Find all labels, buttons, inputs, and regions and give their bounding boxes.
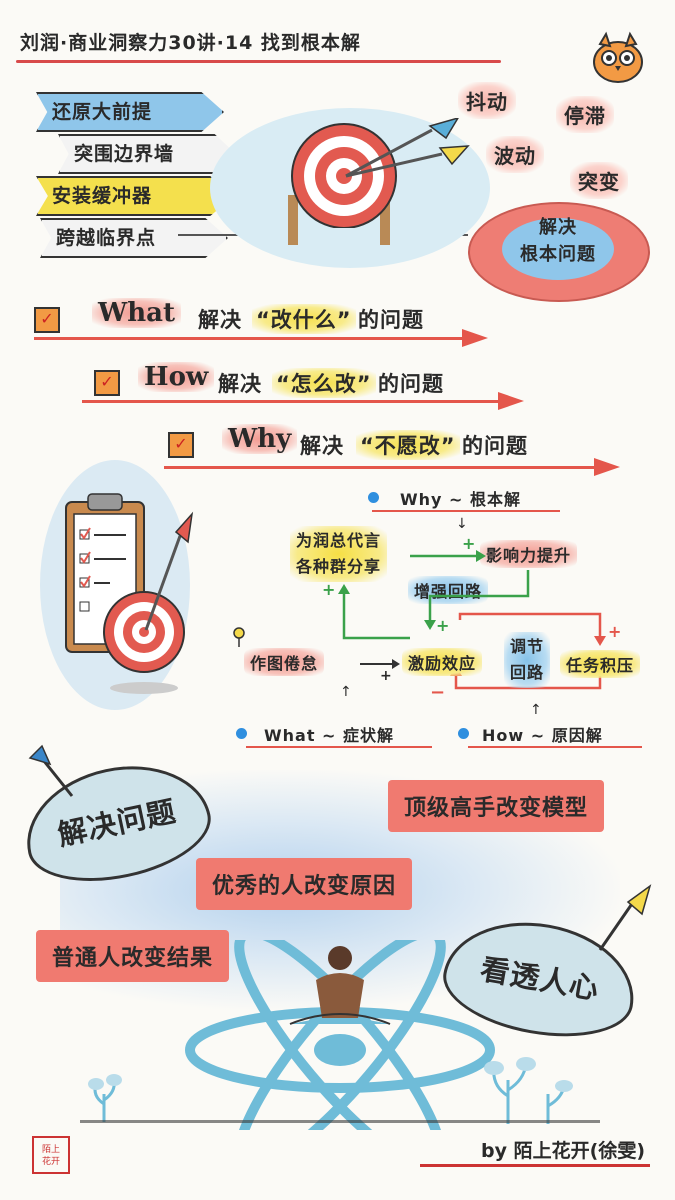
how-check-icon: ✓	[94, 370, 120, 396]
how-text-pre: 解决	[218, 372, 262, 396]
how-text-post: 的问题	[378, 372, 444, 396]
why-arrow-line	[164, 466, 596, 469]
what-text-post: 的问题	[358, 308, 424, 332]
how-arrowhead-icon	[498, 392, 524, 410]
owl-mascot-icon	[593, 31, 643, 83]
target-icon	[291, 118, 470, 228]
ground-line	[80, 1120, 600, 1123]
up-arrow-icon-1: ↑	[340, 684, 352, 700]
root-problem-inner	[502, 218, 614, 280]
how-quote: “怎么改”	[272, 368, 376, 398]
what-bullet-icon	[236, 728, 247, 739]
what-quote: “改什么”	[252, 304, 356, 334]
plus-sign-5: +	[380, 668, 393, 684]
why-arrowhead-icon	[594, 458, 620, 476]
node-task-backlog: 任务积压	[560, 650, 641, 678]
plus-sign-2: +	[322, 580, 337, 599]
what-keyword: What	[92, 298, 181, 328]
why-text-post: 的问题	[462, 434, 528, 458]
top-expert-block: 顶级高手改变模型	[388, 780, 605, 832]
node-balancing-loop: 调节 回路	[504, 632, 551, 688]
banner-cross-threshold: 跨越临界点	[40, 218, 228, 258]
symptom-stall: 停滞	[556, 96, 614, 133]
dart-icon-left	[28, 744, 74, 797]
why-bullet-icon	[368, 492, 379, 503]
page-title: 刘润·商业洞察力30讲·14 找到根本解	[20, 32, 361, 54]
loop-arrows-icon	[338, 550, 606, 690]
banner-install-buffer: 安装缓冲器	[36, 176, 234, 216]
why-check-icon: ✓	[168, 432, 194, 458]
clipboard-target-icon	[65, 493, 194, 694]
what-arrowhead-icon	[462, 329, 488, 347]
what-arrow-line	[34, 337, 464, 340]
atom-figure-icon	[185, 940, 495, 1130]
why-quote: “不愿改”	[356, 430, 460, 460]
how-cause-underline	[468, 746, 642, 748]
target-leg-left	[288, 195, 298, 245]
how-keyword: How	[138, 362, 215, 392]
how-arrow-line	[82, 400, 500, 403]
symptom-jump: 突变	[570, 162, 628, 199]
symptom-jitter: 抖动	[458, 82, 516, 119]
why-root-solution: Why ~ 根本解	[400, 490, 522, 509]
why-text-pre: 解决	[300, 434, 344, 458]
plus-sign-3: +	[436, 616, 451, 635]
excellent-person-block: 优秀的人改变原因	[196, 858, 413, 910]
pin-icon	[233, 627, 245, 647]
plus-sign-1: +	[462, 534, 477, 553]
signature: by 陌上花开(徐雯)	[481, 1140, 645, 1162]
signature-underline	[420, 1164, 650, 1167]
what-check-icon: ✓	[34, 307, 60, 333]
artist-seal: 陌上 花开	[32, 1136, 70, 1174]
plant-icon-right	[484, 1057, 573, 1124]
node-infographic-fatigue: 作图倦怠	[244, 648, 325, 676]
plus-sign-4: +	[608, 622, 623, 641]
up-arrow-icon-2: ↑	[530, 702, 542, 718]
what-text-pre: 解决	[198, 308, 242, 332]
what-symptom-solution: What ~ 症状解	[264, 726, 395, 745]
how-cause-solution: How ~ 原因解	[482, 726, 603, 745]
minus-sign: −	[430, 682, 447, 703]
plant-icon-left	[88, 1074, 122, 1122]
what-symptom-underline	[246, 746, 432, 748]
node-share: 为润总代言 各种群分享	[290, 526, 388, 582]
ordinary-person-block: 普通人改变结果	[36, 930, 230, 982]
banner-restore-premise: 还原大前提	[36, 92, 224, 132]
target-leg-right	[380, 195, 390, 245]
down-arrow-icon: ↓	[456, 516, 468, 532]
symptom-wave: 波动	[486, 136, 544, 173]
dart-icon-right	[598, 884, 652, 951]
banner-break-boundary: 突围边界墙	[58, 134, 236, 174]
title-underline	[16, 60, 501, 63]
why-root-underline	[372, 510, 560, 512]
why-keyword: Why	[222, 424, 298, 454]
node-incentive-effect: 激励效应	[402, 648, 483, 676]
how-bullet-icon	[458, 728, 469, 739]
node-influence: 影响力提升	[480, 540, 578, 568]
root-problem-label: 解决 根本问题	[520, 217, 596, 265]
